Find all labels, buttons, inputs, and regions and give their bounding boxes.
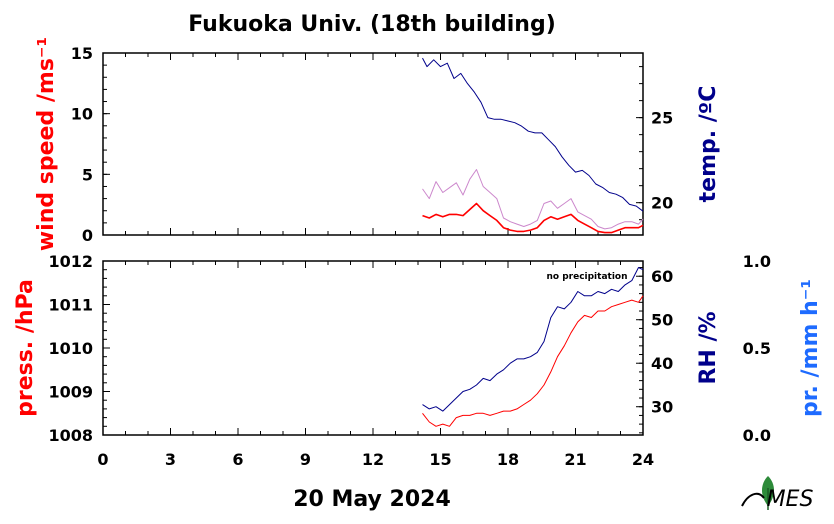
x-tick-label: 24 bbox=[632, 450, 654, 469]
humidity-axis-label: RH /% bbox=[696, 311, 721, 384]
y-far-tick-label: 1.0 bbox=[743, 252, 771, 271]
y-left-tick-label: 1010 bbox=[48, 339, 93, 358]
y-far-tick-label: 0.5 bbox=[743, 339, 771, 358]
bottom-panel-frame bbox=[102, 260, 644, 436]
x-tick-label: 6 bbox=[232, 450, 243, 469]
pressure-axis-label: press. /hPa bbox=[13, 279, 38, 417]
y-right-tick-label: 60 bbox=[651, 267, 673, 286]
y-left-tick-label: 1012 bbox=[48, 252, 93, 271]
y-right-tick-label: 20 bbox=[651, 194, 673, 213]
wind-speed-axis-label: wind speed /ms⁻¹ bbox=[34, 37, 59, 251]
x-tick-label: 12 bbox=[362, 450, 384, 469]
chart-title: Fukuoka Univ. (18th building) bbox=[188, 12, 556, 37]
temperature-axis-label: temp. /ºC bbox=[696, 86, 721, 203]
y-left-tick-label: 1011 bbox=[48, 296, 93, 315]
axis-ticks bbox=[102, 52, 644, 436]
x-tick-label: 18 bbox=[497, 450, 519, 469]
y-right-tick-label: 50 bbox=[651, 311, 673, 330]
y-left-tick-label: 10 bbox=[71, 105, 93, 124]
logo-text: MES bbox=[767, 487, 814, 512]
x-tick-label: 21 bbox=[564, 450, 586, 469]
y-left-tick-label: 5 bbox=[82, 165, 93, 184]
y-right-tick-label: 25 bbox=[651, 109, 673, 128]
y-left-tick-label: 0 bbox=[82, 226, 93, 245]
y-left-tick-label: 1009 bbox=[48, 383, 93, 402]
y-left-tick-label: 1008 bbox=[48, 426, 93, 445]
bottom-series-line-0 bbox=[422, 295, 644, 427]
y-left-tick-label: 15 bbox=[71, 44, 93, 63]
top-panel-frame bbox=[102, 52, 644, 236]
top-series-line-1 bbox=[422, 202, 644, 234]
y-right-tick-label: 40 bbox=[651, 354, 673, 373]
x-tick-label: 3 bbox=[165, 450, 176, 469]
series-layer bbox=[422, 57, 644, 427]
x-tick-label: 0 bbox=[97, 450, 108, 469]
date-label: 20 May 2024 bbox=[293, 487, 451, 512]
top-series-line-2 bbox=[422, 57, 644, 212]
precipitation-axis-label: pr. /mm h⁻¹ bbox=[798, 279, 823, 417]
y-far-tick-label: 0.0 bbox=[743, 426, 771, 445]
tick-labels: 051015202510081009101010111012304050600.… bbox=[48, 44, 771, 469]
leaf-logo-icon: MES bbox=[741, 476, 814, 512]
no-precipitation-note: no precipitation bbox=[546, 272, 627, 282]
y-right-tick-label: 30 bbox=[651, 398, 673, 417]
top-series-line-0 bbox=[422, 169, 644, 230]
x-tick-label: 9 bbox=[300, 450, 311, 469]
bottom-series-line-1 bbox=[422, 267, 644, 412]
x-tick-label: 15 bbox=[429, 450, 451, 469]
